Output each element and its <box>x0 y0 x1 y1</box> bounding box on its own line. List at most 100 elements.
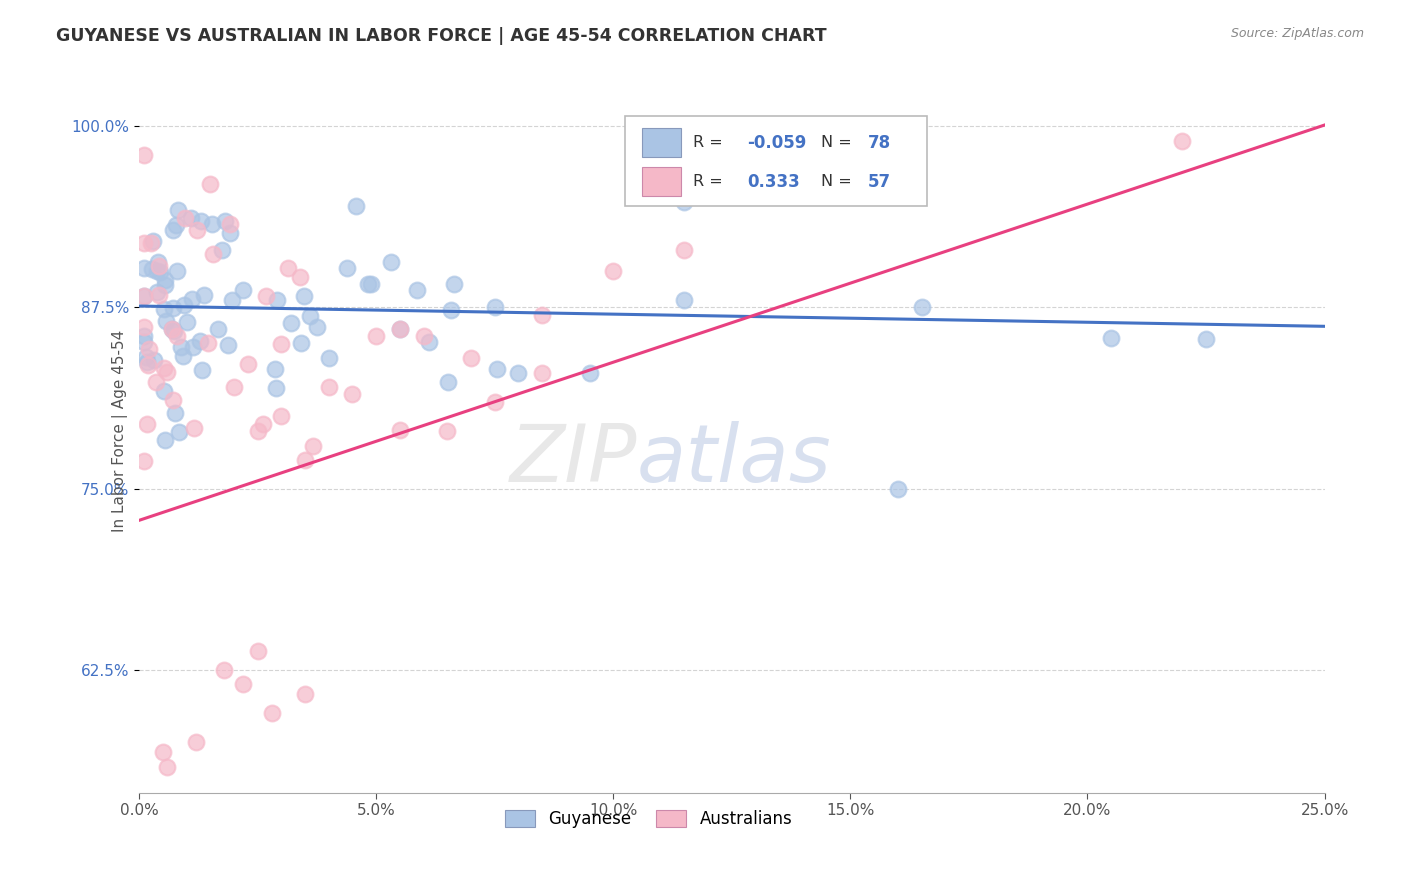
Point <box>388 423 411 437</box>
Point <box>153 278 176 293</box>
Point <box>221 293 243 307</box>
Point <box>132 328 155 343</box>
FancyBboxPatch shape <box>626 116 928 206</box>
Point <box>160 322 183 336</box>
Point <box>246 644 269 658</box>
Point <box>132 289 155 303</box>
Point <box>201 217 224 231</box>
Text: Source: ZipAtlas.com: Source: ZipAtlas.com <box>1230 27 1364 40</box>
Point <box>193 287 215 301</box>
Point <box>219 226 242 240</box>
Point <box>264 380 287 394</box>
Point <box>180 211 202 226</box>
Point <box>252 417 274 431</box>
Point <box>176 315 198 329</box>
Point <box>344 199 367 213</box>
Point <box>152 361 174 376</box>
Point <box>222 380 245 394</box>
Point <box>260 706 283 720</box>
Point <box>1099 331 1122 345</box>
Point <box>335 260 357 275</box>
Point <box>148 255 170 269</box>
Point <box>238 357 260 371</box>
Point <box>578 366 600 380</box>
Point <box>162 322 184 336</box>
Point <box>132 334 155 349</box>
Point <box>132 454 155 468</box>
Point <box>266 293 288 307</box>
Point <box>180 292 202 306</box>
Point <box>437 376 460 390</box>
Point <box>673 293 696 308</box>
FancyBboxPatch shape <box>641 167 681 196</box>
Point <box>405 283 427 297</box>
Point <box>190 213 212 227</box>
Legend: Guyanese, Australians: Guyanese, Australians <box>498 804 799 835</box>
Point <box>443 277 465 291</box>
Point <box>155 313 177 327</box>
Point <box>290 335 312 350</box>
Text: N =: N = <box>821 135 852 150</box>
Point <box>166 264 188 278</box>
Point <box>214 663 236 677</box>
Point <box>484 301 506 315</box>
Point <box>153 384 176 398</box>
Point <box>440 302 463 317</box>
Point <box>197 336 219 351</box>
Point <box>270 336 292 351</box>
Point <box>288 270 311 285</box>
Point <box>508 366 530 380</box>
Point <box>186 223 208 237</box>
Text: 0.333: 0.333 <box>747 173 800 191</box>
Point <box>145 285 167 300</box>
Point <box>132 319 155 334</box>
Point <box>138 343 160 357</box>
Point <box>148 287 170 301</box>
Point <box>146 264 169 278</box>
Text: N =: N = <box>821 174 852 189</box>
Point <box>155 365 177 379</box>
Point <box>232 677 254 691</box>
Point <box>277 260 299 275</box>
Point <box>201 247 224 261</box>
Point <box>292 289 315 303</box>
Text: R =: R = <box>693 174 723 189</box>
Text: -0.059: -0.059 <box>747 134 807 152</box>
Point <box>673 243 696 257</box>
Point <box>342 387 364 401</box>
Point <box>531 308 554 322</box>
Point <box>156 759 179 773</box>
Point <box>307 320 329 334</box>
Point <box>673 194 696 209</box>
Point <box>162 392 184 407</box>
Text: GUYANESE VS AUSTRALIAN IN LABOR FORCE | AGE 45-54 CORRELATION CHART: GUYANESE VS AUSTRALIAN IN LABOR FORCE | … <box>56 27 827 45</box>
Point <box>219 218 242 232</box>
Point <box>294 687 316 701</box>
FancyBboxPatch shape <box>641 128 681 157</box>
Point <box>183 421 205 435</box>
Point <box>149 265 172 279</box>
Point <box>135 417 157 431</box>
Point <box>135 350 157 364</box>
Point <box>172 349 194 363</box>
Point <box>318 351 340 366</box>
Point <box>132 236 155 251</box>
Point <box>388 322 411 336</box>
Point <box>132 289 155 303</box>
Point <box>132 148 155 162</box>
Text: R =: R = <box>693 135 723 150</box>
Point <box>318 380 340 394</box>
Point <box>141 261 163 276</box>
Point <box>211 244 233 258</box>
Point <box>357 277 380 291</box>
Point <box>418 334 440 349</box>
Point <box>436 424 458 438</box>
Point <box>165 219 187 233</box>
Text: 57: 57 <box>868 173 891 191</box>
Point <box>1171 134 1194 148</box>
Point <box>188 334 211 348</box>
Point <box>142 353 165 368</box>
Point <box>280 316 302 330</box>
Point <box>360 277 382 291</box>
Point <box>167 202 190 217</box>
